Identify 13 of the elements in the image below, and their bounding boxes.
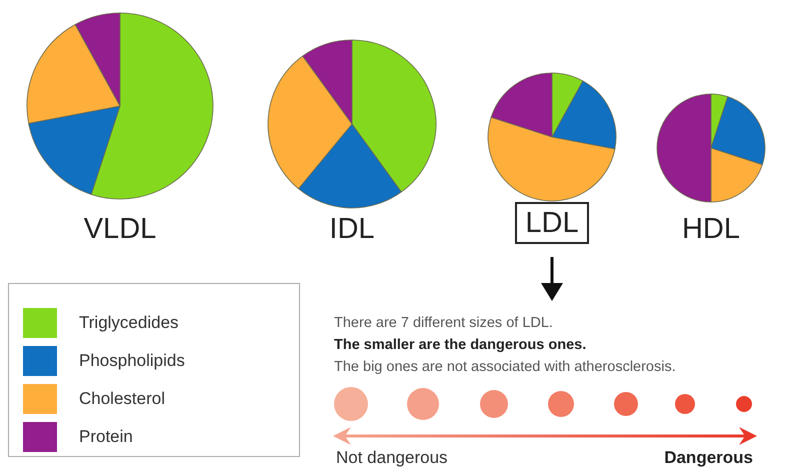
text: HDL [682, 213, 740, 245]
text: There are 7 different sizes of LDL. [334, 315, 553, 331]
text: The big ones are not associated with atherosclerosis. [334, 359, 676, 375]
text: Not dangerous [336, 448, 448, 468]
text: LDL [515, 202, 589, 244]
legend-label: Protein [79, 427, 133, 447]
text: The smaller are the dangerous ones. [334, 337, 586, 353]
legend-label: Cholesterol [79, 389, 165, 409]
legend-label: Triglycedides [79, 313, 179, 333]
text: IDL [329, 213, 375, 245]
text: Dangerous [663, 448, 753, 468]
text: VLDL [84, 213, 156, 245]
legend-label: Phospholipids [79, 351, 185, 371]
